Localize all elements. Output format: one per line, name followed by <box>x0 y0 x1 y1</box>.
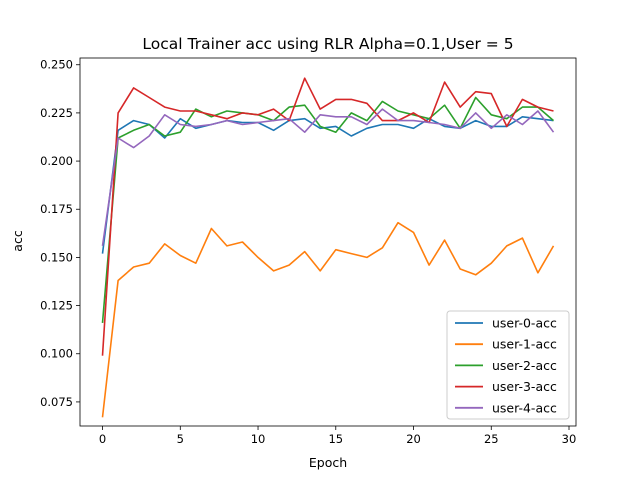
x-tick-label: 0 <box>99 432 106 446</box>
x-tick-label: 25 <box>484 432 499 446</box>
series-line-3 <box>101 77 554 356</box>
x-axis-label: Epoch <box>309 455 347 470</box>
chart-title: Local Trainer acc using RLR Alpha=0.1,Us… <box>142 35 513 53</box>
x-tick-label: 20 <box>406 432 421 446</box>
series-line-1 <box>101 221 555 418</box>
y-tick-label: 0.150 <box>40 250 73 264</box>
legend: user-0-acc user-1-acc user-2-acc user-3-acc… <box>446 310 570 420</box>
y-tick-label: 0.225 <box>40 106 73 120</box>
legend-label-3: user-3-acc <box>492 379 557 394</box>
legend-box <box>446 310 570 420</box>
y-tick-label: 0.100 <box>40 347 73 361</box>
y-tick-label: 0.075 <box>40 395 73 409</box>
series-line-4 <box>101 108 555 247</box>
y-tick-label: 0.125 <box>40 299 73 313</box>
x-tick-label: 30 <box>562 432 577 446</box>
y-tick-label: 0.250 <box>40 58 73 72</box>
x-tick-label: 15 <box>328 432 343 446</box>
x-tick-label: 10 <box>251 432 266 446</box>
y-axis-ticks: 0.075 0.100 0.125 0.150 0.175 0.200 0.225 0.250 <box>40 58 80 409</box>
y-axis-label: acc <box>10 230 25 252</box>
series-line-0 <box>101 116 554 254</box>
plot-frame <box>79 57 577 427</box>
y-tick-label: 0.175 <box>40 202 73 216</box>
legend-label-0: user-0-acc <box>492 316 557 331</box>
legend-label-4: user-4-acc <box>492 400 557 415</box>
series-layer <box>101 77 555 418</box>
legend-label-2: user-2-acc <box>492 358 557 373</box>
x-tick-label: 5 <box>177 432 184 446</box>
legend-label-1: user-1-acc <box>492 337 557 352</box>
x-axis-ticks: 0 5 10 15 20 25 30 <box>99 426 576 446</box>
series-line-2 <box>101 96 555 323</box>
y-tick-label: 0.200 <box>40 154 73 168</box>
